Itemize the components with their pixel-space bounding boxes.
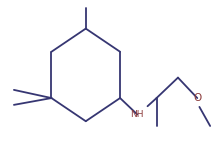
- Text: NH: NH: [130, 110, 144, 119]
- Text: O: O: [193, 93, 201, 103]
